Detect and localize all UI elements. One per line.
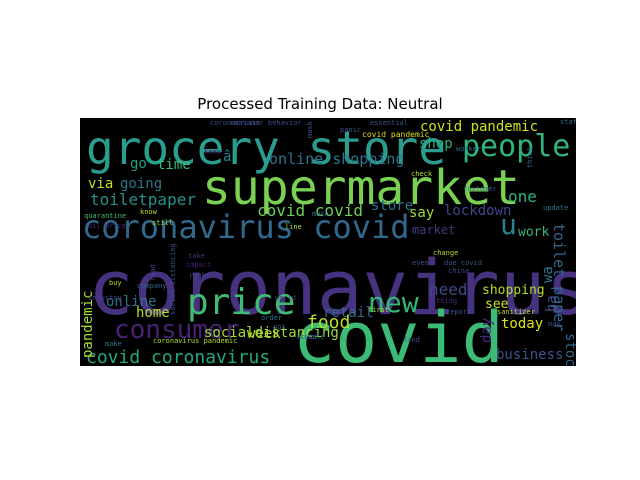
cloud-word: still (152, 219, 173, 227)
cloud-word: staffing (560, 118, 576, 126)
cloud-word: new (368, 286, 419, 319)
cloud-word: shop (419, 136, 453, 152)
cloud-word: check (411, 170, 433, 178)
cloud-word: retail (323, 305, 374, 321)
cloud-word: business (496, 347, 563, 363)
cloud-word: may (548, 320, 561, 328)
cloud-word: worker (456, 145, 481, 153)
cloud-word: china (448, 267, 469, 275)
cloud-word: take (188, 252, 205, 260)
cloud-word: toilet paper (550, 223, 568, 331)
cloud-word: state (296, 333, 317, 341)
cloud-word: consumer behavior (230, 119, 302, 127)
cloud-word: due covid (444, 259, 482, 267)
cloud-word: work (518, 225, 549, 240)
cloud-word: food (307, 312, 350, 333)
cloud-word: market (412, 223, 455, 237)
cloud-word: find (403, 336, 420, 344)
cloud-word: time (157, 157, 191, 173)
cloud-word: quarantine (84, 212, 126, 220)
cloud-word: day (479, 318, 495, 343)
cloud-word: consumer (114, 315, 239, 345)
cloud-word: make (105, 340, 122, 348)
cloud-word: people (462, 129, 570, 164)
cloud-word: read (149, 264, 157, 281)
cloud-word: sale (308, 333, 325, 341)
cloud-word: toiletpaper (90, 190, 196, 209)
cloud-word: online (106, 294, 157, 310)
cloud-word: covid (293, 297, 504, 366)
cloud-word: via (88, 176, 113, 192)
cloud-word: covid pandemic (420, 119, 538, 135)
cloud-word: week (247, 326, 281, 342)
cloud-word: supermarket (202, 160, 520, 216)
cloud-word: going (120, 176, 162, 192)
cloud-word: one (508, 187, 537, 206)
cloud-word: pandemic (80, 291, 96, 358)
cloud-word: thing (436, 297, 457, 305)
cloud-word: home (136, 305, 170, 321)
cloud-word: online shopping (269, 150, 404, 168)
cloud-word: essential (370, 119, 408, 127)
cloud-word: stock (562, 333, 576, 366)
cloud-word: keep (204, 148, 221, 156)
cloud-word: world (275, 294, 296, 302)
cloud-word: â (223, 149, 231, 165)
cloud-word: industry (88, 294, 122, 302)
cloud-word: socialdistancing (204, 325, 339, 341)
cloud-word: wa (540, 266, 556, 283)
cloud-word: customer (463, 185, 497, 193)
cloud-word: buy (109, 279, 122, 287)
cloud-word: got (273, 323, 286, 331)
word-cloud: coronavirus covid supermarket grocery store… (80, 118, 576, 366)
cloud-word: order (261, 314, 282, 322)
cloud-word: coronavirus (88, 243, 576, 332)
cloud-word: report (446, 308, 471, 316)
cloud-word: coronavirus pandemic (153, 337, 237, 345)
cloud-word: change (433, 249, 458, 257)
cloud-word: price (187, 282, 295, 323)
cloud-word: ha (544, 295, 560, 312)
cloud-word: need (429, 280, 468, 299)
cloud-word: coronavirus covid (82, 208, 410, 246)
cloud-word: update (543, 204, 568, 212)
cloud-word: think (526, 146, 534, 168)
cloud-word: lockdown (444, 203, 511, 219)
cloud-word: u (500, 208, 517, 241)
cloud-word: today (501, 316, 543, 332)
cloud-word: sanitizer (497, 308, 535, 316)
cloud-word: first (368, 306, 389, 314)
cloud-word: covid covid (257, 201, 363, 220)
cloud-word: coronacrisis (210, 119, 261, 127)
cloud-word: line (285, 223, 302, 231)
cloud-word: store (371, 198, 413, 214)
cloud-word: mask (306, 120, 314, 138)
cloud-word: see (485, 297, 509, 312)
cloud-word: social distancing (169, 243, 177, 315)
cloud-word: even (412, 259, 429, 267)
cloud-word: oil price (88, 222, 126, 230)
cloud-word: go (130, 156, 147, 172)
cloud-word: grocery store (86, 121, 446, 175)
cloud-word: shopping (482, 283, 545, 298)
cloud-word: much (312, 210, 329, 218)
cloud-word: impact (186, 261, 211, 269)
cloud-word: company (137, 282, 167, 290)
cloud-word: panic (340, 126, 361, 134)
cloud-word: covid pandemic (362, 130, 430, 139)
cloud-word: say (409, 205, 434, 221)
cloud-word: right (189, 272, 210, 280)
figure-title: Processed Training Data: Neutral (197, 95, 443, 113)
cloud-word: covid coronavirus (86, 347, 270, 366)
cloud-word: know (140, 208, 158, 216)
